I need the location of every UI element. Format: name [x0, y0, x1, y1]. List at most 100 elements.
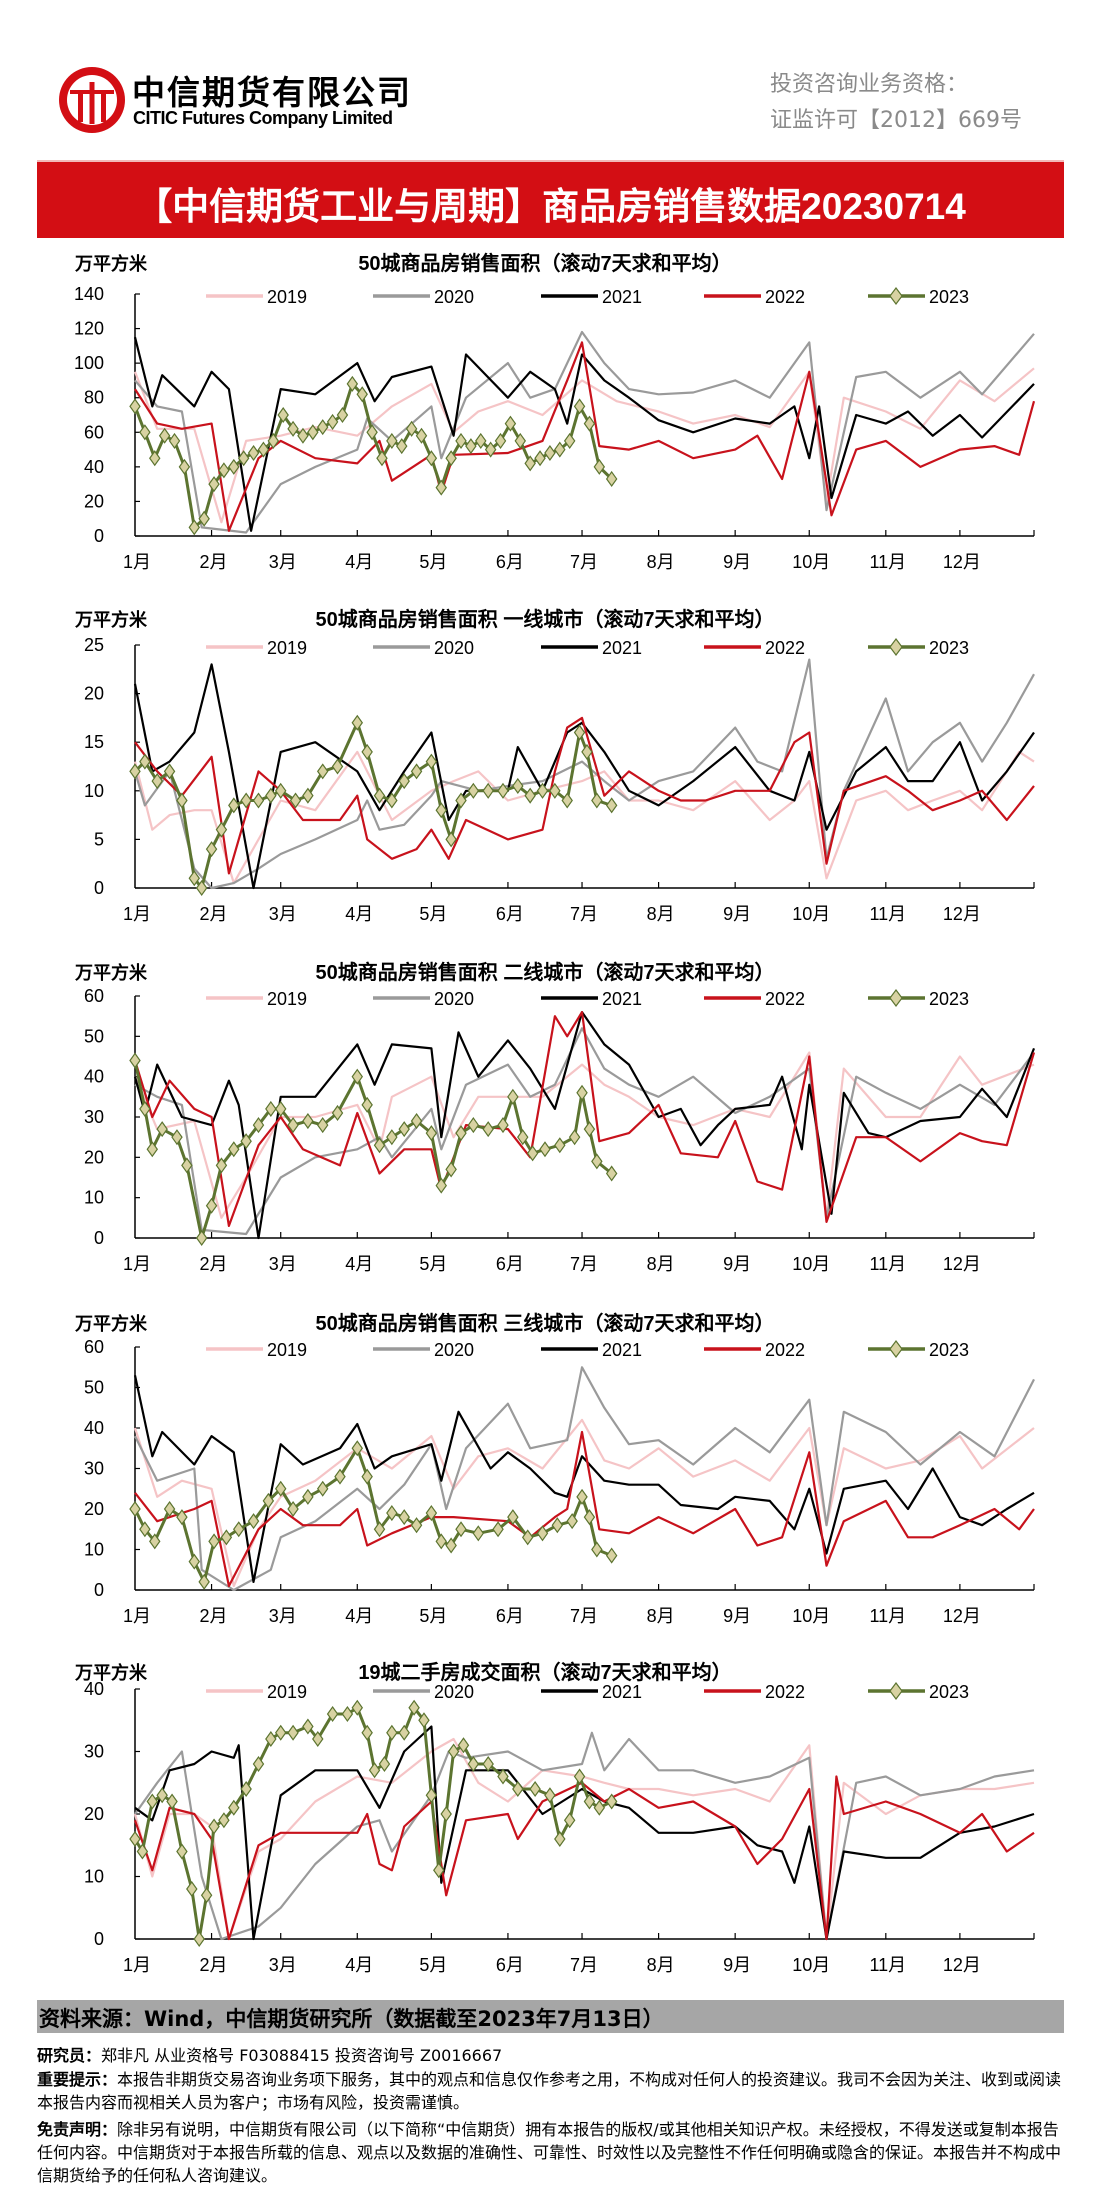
- y-tick-label: 20: [84, 1804, 104, 1824]
- data-point-2023: [534, 450, 546, 467]
- x-tick-label: 3月: [269, 1254, 297, 1274]
- data-point-2023: [386, 1724, 398, 1741]
- y-tick-label: 0: [94, 526, 104, 546]
- data-point-2023: [605, 797, 618, 814]
- data-point-2023: [497, 1117, 509, 1134]
- x-tick-label: 11月: [869, 552, 906, 572]
- data-point-2023: [316, 1480, 329, 1497]
- y-tick-label: 20: [84, 1499, 104, 1519]
- y-tick-label: 140: [74, 284, 104, 304]
- data-point-2023: [507, 1088, 519, 1105]
- data-point-2023: [168, 432, 181, 449]
- y-tick-label: 5: [94, 829, 104, 849]
- series-line-2022: [134, 1430, 1035, 1588]
- x-tick-label: 3月: [269, 1955, 297, 1975]
- data-point-2023: [573, 398, 586, 415]
- qualification-line-2: 证监许可【2012】669号: [770, 108, 1022, 133]
- researcher-info: 研究员：郑非凡 从业资格号 F03088415 投资咨询号 Z0016667: [37, 2044, 1067, 2067]
- legend-label: 2023: [929, 287, 969, 307]
- x-tick-label: 11月: [869, 904, 906, 924]
- data-point-2023: [524, 455, 536, 472]
- data-point-2023: [605, 1165, 618, 1182]
- data-point-2023: [554, 1137, 566, 1154]
- series-2020: [134, 1366, 1035, 1592]
- legend-label: 2022: [765, 287, 805, 307]
- x-tick-label: 7月: [570, 1254, 598, 1274]
- series-2019: [133, 1051, 1035, 1219]
- series-line-2023: [133, 1706, 613, 1941]
- x-tick-label: 12月: [943, 1254, 981, 1274]
- data-point-2023: [583, 1509, 596, 1526]
- legend-item-2020: 2020: [373, 1340, 474, 1360]
- data-point-2023: [583, 1121, 596, 1138]
- data-point-2023: [171, 1129, 183, 1146]
- data-point-2023: [398, 1121, 410, 1138]
- legend-label: 2023: [929, 1340, 969, 1360]
- legend-label: 2021: [602, 638, 642, 658]
- x-tick-label: 6月: [496, 904, 524, 924]
- data-point-2023: [139, 1100, 151, 1117]
- x-tick-label: 4月: [345, 1254, 373, 1274]
- x-tick-label: 1月: [123, 1955, 151, 1975]
- report-title-banner: 【中信期货工业与周期】商品房销售数据20230714: [37, 160, 1064, 238]
- legend-diamond-marker: [889, 1682, 903, 1700]
- data-point-2023: [524, 787, 536, 804]
- data-point-2023: [139, 753, 151, 770]
- data-point-2023: [563, 1812, 576, 1829]
- legend-label: 2020: [434, 989, 474, 1009]
- data-point-2023: [181, 1157, 193, 1174]
- x-tick-label: 10月: [792, 1955, 830, 1975]
- series-line-2021: [133, 1375, 1035, 1584]
- data-point-2023: [591, 792, 603, 809]
- y-tick-label: 40: [84, 1679, 104, 1699]
- legend-label: 2019: [267, 287, 307, 307]
- data-point-2023: [166, 1793, 178, 1810]
- data-point-2023: [188, 1553, 201, 1570]
- y-tick-label: 20: [84, 1147, 104, 1167]
- chart-1: 万平方米 50城商品房销售面积（滚动7天求和平均） 0 20 40 60 80 100 120 1…: [74, 251, 1036, 572]
- disclaimer-label: 免责声明：: [37, 2120, 118, 2139]
- x-tick-label: 12月: [943, 1606, 981, 1626]
- y-unit-label: 万平方米: [74, 1313, 148, 1334]
- data-point-2023: [205, 1197, 218, 1214]
- x-tick-label: 8月: [647, 552, 675, 572]
- series-2020: [134, 1731, 1035, 1941]
- chart-title: 50城商品房销售面积 三线城市（滚动7天求和平均）: [316, 1311, 775, 1335]
- data-point-2023: [517, 1129, 529, 1146]
- data-point-2023: [435, 479, 447, 496]
- chart-2: 万平方米 50城商品房销售面积 一线城市（滚动7天求和平均） 0 5 10 15 20 25 1…: [74, 607, 1035, 924]
- data-point-2023: [605, 470, 618, 487]
- x-tick-label: 1月: [123, 1254, 151, 1274]
- legend-label: 2020: [434, 287, 474, 307]
- data-point-2023: [568, 1129, 581, 1146]
- data-point-2023: [418, 1712, 430, 1729]
- series-2021: [133, 1010, 1036, 1240]
- data-point-2023: [484, 441, 497, 458]
- data-point-2023: [494, 432, 507, 449]
- data-point-2023: [302, 1488, 314, 1505]
- data-point-2023: [593, 458, 606, 475]
- data-point-2023: [129, 398, 141, 415]
- data-point-2023: [195, 879, 208, 897]
- y-tick-label: 80: [84, 388, 104, 408]
- y-tick-label: 25: [84, 635, 104, 655]
- data-point-2023: [336, 406, 349, 424]
- y-tick-label: 60: [84, 422, 104, 442]
- data-point-2023: [267, 432, 280, 449]
- x-tick-label: 10月: [792, 552, 830, 572]
- y-tick-label: 60: [84, 986, 104, 1006]
- disclaimer-text: 除非另有说明，中信期货有限公司（以下简称“中信期货）拥有本报告的版权/或其他相关…: [37, 2120, 1062, 2185]
- data-point-2023: [146, 1141, 159, 1158]
- data-point-2023: [163, 1500, 176, 1518]
- data-point-2023: [410, 763, 423, 780]
- data-point-2023: [378, 1755, 391, 1773]
- notice-text: 本报告非期货交易咨询业务项下服务，其中的观点和信息仅作参考之用，不构成对任何人的…: [37, 2070, 1062, 2112]
- data-point-2023: [591, 1153, 603, 1170]
- data-point-2023: [573, 724, 586, 741]
- data-point-2023: [561, 792, 573, 809]
- data-point-2023: [129, 1830, 141, 1848]
- data-point-2023: [208, 1533, 220, 1550]
- data-point-2023: [274, 1724, 287, 1741]
- data-point-2023: [507, 1509, 519, 1526]
- legend-item-2020: 2020: [373, 1682, 474, 1702]
